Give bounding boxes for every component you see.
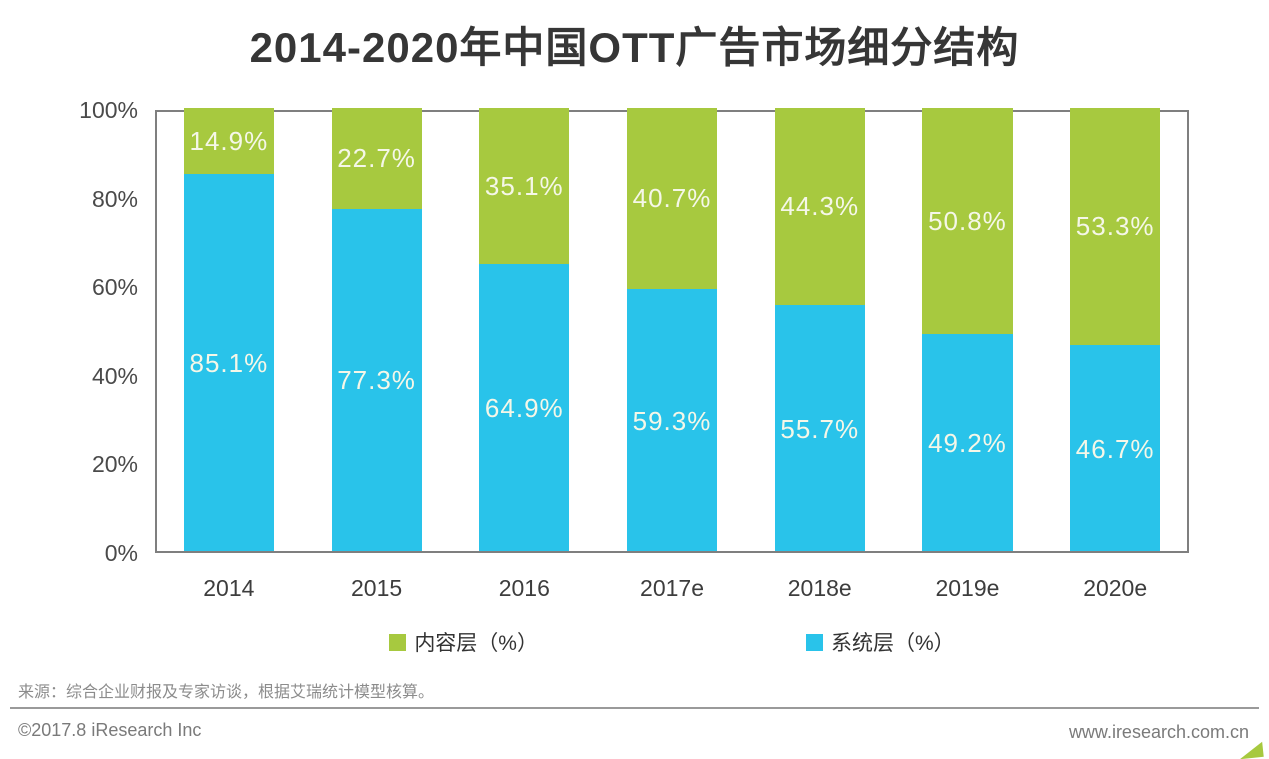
legend-label: 内容层（%） <box>414 632 538 655</box>
bar-value-label: 40.7% <box>632 183 712 214</box>
bar-segment-content-layer: 53.3% <box>1070 108 1161 346</box>
bar-segment-content-layer: 50.8% <box>922 108 1013 335</box>
bar-segment-system-layer: 59.3% <box>626 289 718 553</box>
bar-value-label: 14.9% <box>189 125 269 156</box>
bar-segment-system-layer: 64.9% <box>479 264 570 553</box>
bar-value-label: 49.2% <box>928 428 1007 459</box>
legend-item-content-layer: 内容层（%） <box>389 627 538 657</box>
bar-value-label: 22.7% <box>337 143 416 173</box>
bar-value-label: 50.8% <box>928 205 1007 236</box>
website-link: www.iresearch.com.cn <box>1068 722 1249 742</box>
stacked-bar-2016: 35.1% 64.9% <box>479 108 570 553</box>
footer-divider <box>10 707 1259 709</box>
bar-value-label: 35.1% <box>484 170 564 201</box>
system-layer-swatch-icon <box>806 633 823 651</box>
y-tick-label: 100% <box>79 97 138 123</box>
copyright: ©2017.8 iResearch Inc <box>18 720 202 740</box>
x-axis-line <box>155 551 1189 553</box>
bar-column: 53.3% 46.7% <box>1041 108 1189 553</box>
y-tick-label: 40% <box>91 362 138 389</box>
bar-segment-system-layer: 55.7% <box>774 305 865 553</box>
x-axis-label: 2019e <box>935 575 1000 601</box>
x-axis: 2014 2015 2016 2017e 2018e 2019e 2020e <box>155 572 1189 604</box>
x-axis-label: 2020e <box>1083 575 1148 601</box>
x-axis-label: 2015 <box>350 575 403 601</box>
x-axis-label: 2014 <box>203 575 255 601</box>
bar-segment-system-layer: 49.2% <box>922 334 1013 553</box>
y-tick-label: 80% <box>91 185 138 212</box>
bar-value-label: 85.1% <box>189 348 269 379</box>
legend-item-system-layer: 系统层（%） <box>806 627 955 657</box>
content-layer-swatch-icon <box>389 633 407 651</box>
x-axis-label: 2017e <box>640 575 704 601</box>
y-tick-label: 20% <box>91 451 138 478</box>
bar-column: 44.3% 55.7% <box>746 108 894 553</box>
bar-segment-content-layer: 40.7% <box>626 108 718 290</box>
stacked-bar-2018e: 44.3% 55.7% <box>774 108 865 553</box>
y-axis: 100% 80% 60% 40% 20% 0% <box>0 97 138 566</box>
bar-value-label: 53.3% <box>1075 211 1155 242</box>
bar-segment-system-layer: 46.7% <box>1070 345 1161 553</box>
bar-column: 40.7% 59.3% <box>598 108 746 553</box>
bar-value-label: 55.7% <box>780 413 860 444</box>
bar-value-label: 44.3% <box>780 191 860 222</box>
bar-column: 50.8% 49.2% <box>894 108 1042 553</box>
bar-segment-content-layer: 14.9% <box>183 108 274 175</box>
bar-segment-system-layer: 77.3% <box>331 209 422 553</box>
chart-plot: 14.9% 85.1% 22.7% 77.3% 35.1% 64.9% 40.7% 59.3%… <box>155 108 1189 553</box>
stacked-bar-2020e: 53.3% 46.7% <box>1070 108 1161 553</box>
bar-segment-system-layer: 85.1% <box>183 174 274 553</box>
plot-columns: 14.9% 85.1% 22.7% 77.3% 35.1% 64.9% 40.7% 59.3%… <box>155 108 1189 553</box>
x-axis-label: 2018e <box>787 575 852 601</box>
y-tick-label: 60% <box>91 274 138 301</box>
legend: 内容层（%） 系统层（%） <box>155 627 1189 657</box>
bar-value-label: 59.3% <box>632 405 712 436</box>
stacked-bar-2014: 14.9% 85.1% <box>183 108 274 553</box>
bar-value-label: 46.7% <box>1075 433 1155 464</box>
iresearch-corner-logo-icon <box>1238 741 1264 759</box>
bar-column: 35.1% 64.9% <box>450 108 598 553</box>
legend-label: 系统层（%） <box>831 632 955 655</box>
stacked-bar-2019e: 50.8% 49.2% <box>922 108 1013 553</box>
bar-segment-content-layer: 22.7% <box>331 108 422 209</box>
source-note: 来源：综合企业财报及专家访谈，根据艾瑞统计模型核算。 <box>18 684 435 701</box>
bar-segment-content-layer: 44.3% <box>774 108 865 306</box>
x-axis-label: 2016 <box>498 575 550 601</box>
bar-value-label: 64.9% <box>484 393 564 424</box>
bar-value-label: 77.3% <box>337 365 416 396</box>
bar-column: 14.9% 85.1% <box>155 108 303 553</box>
bar-segment-content-layer: 35.1% <box>479 108 570 265</box>
bar-column: 22.7% 77.3% <box>303 108 451 553</box>
stacked-bar-2015: 22.7% 77.3% <box>331 108 422 553</box>
stacked-bar-2017e: 40.7% 59.3% <box>626 108 718 553</box>
y-tick-label: 0% <box>104 540 138 566</box>
chart-title: 2014-2020年中国OTT广告市场细分结构 <box>249 24 1020 71</box>
